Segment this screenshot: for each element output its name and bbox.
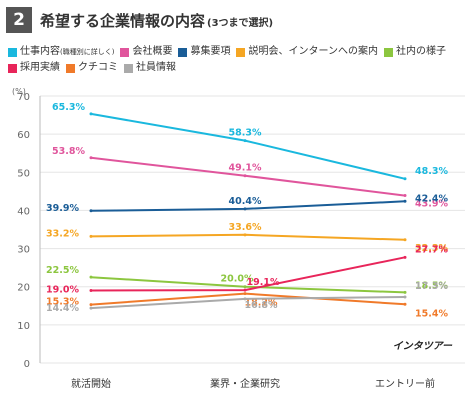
legend-swatch — [124, 63, 133, 73]
legend-label: 会社概要 — [132, 46, 173, 57]
legend-swatch — [8, 47, 17, 57]
legend-label: クチコミ — [78, 62, 118, 73]
legend-item-shigoto: 仕事内容 (職種別に詳しく) — [8, 44, 114, 60]
data-label: 16.8% — [245, 300, 278, 311]
data-label: 42.4% — [415, 193, 448, 204]
data-point — [403, 194, 407, 198]
data-point — [89, 234, 93, 238]
data-point — [243, 139, 247, 143]
data-point — [403, 199, 407, 203]
data-point — [243, 288, 247, 292]
legend-note: (職種別に詳しく) — [60, 48, 115, 56]
y-axis-unit: (%) — [12, 87, 26, 96]
data-point — [89, 209, 93, 213]
legend-swatch — [236, 47, 246, 57]
chart-legend: 仕事内容 (職種別に詳しく) 会社概要 募集要項 説明会、インターンへの案内 社内… — [8, 44, 468, 76]
x-tick-label: 業界・企業研究 — [210, 377, 280, 390]
legend-label: 採用実績 — [20, 62, 60, 73]
data-point — [243, 292, 247, 296]
legend-row-1: 仕事内容 (職種別に詳しく) 会社概要 募集要項 説明会、インターンへの案内 社内… — [8, 44, 468, 60]
y-tick-label: 10 — [17, 321, 30, 332]
data-label: 49.1% — [229, 163, 262, 174]
data-label: 19.0% — [46, 285, 79, 296]
legend-item-boshu: 募集要項 — [178, 44, 230, 60]
chart-subtitle: (3つまで選択) — [207, 17, 274, 29]
data-point — [403, 177, 407, 181]
y-tick-label: 60 — [17, 130, 30, 141]
legend-label: 社員情報 — [136, 62, 176, 73]
data-point — [243, 233, 247, 237]
legend-label: 社内の様子 — [395, 46, 446, 57]
data-point — [89, 275, 93, 279]
legend-item-kuchikomi: クチコミ — [66, 60, 118, 76]
legend-swatch — [66, 63, 75, 73]
x-tick-label: 就活開始 — [71, 377, 111, 390]
legend-item-kaisha: 会社概要 — [120, 44, 172, 60]
chart-header: 2 希望する企業情報の内容 (3つまで選択) — [6, 6, 273, 34]
y-tick-label: 0 — [24, 359, 30, 370]
data-label: 15.3% — [46, 297, 79, 308]
series-line — [90, 233, 406, 241]
legend-item-saiyo: 採用実績 — [8, 60, 60, 76]
data-label: 14.4% — [46, 303, 79, 314]
data-point — [89, 156, 93, 160]
data-point — [89, 303, 93, 307]
x-tick-label: エントリー前 — [375, 377, 435, 390]
legend-item-shanai: 社内の様子 — [383, 44, 446, 60]
data-label: 22.5% — [46, 265, 79, 276]
data-point — [89, 306, 93, 310]
data-label: 27.7% — [415, 244, 448, 255]
data-point — [89, 112, 93, 116]
legend-swatch — [120, 47, 130, 57]
y-tick-label: 30 — [17, 245, 30, 256]
data-label: 43.9% — [415, 199, 448, 210]
legend-item-setsumeikai: 説明会、インターンへの案内 — [236, 44, 378, 60]
data-point — [243, 174, 247, 178]
data-label: 33.6% — [229, 222, 262, 233]
data-label: 17.3% — [415, 281, 448, 292]
data-label: 18.2% — [245, 298, 278, 309]
y-tick-label: 70 — [17, 92, 30, 103]
data-point — [89, 289, 93, 293]
legend-label: 仕事内容 — [20, 46, 60, 57]
data-point — [403, 290, 407, 294]
legend-label: 説明会、インターンへの案内 — [248, 46, 378, 57]
y-tick-label: 50 — [17, 168, 30, 179]
data-label: 15.4% — [415, 308, 448, 319]
chart-title: 希望する企業情報の内容 (3つまで選択) — [40, 10, 273, 31]
y-tick-label: 20 — [17, 283, 30, 294]
y-tick-label: 40 — [17, 206, 30, 217]
data-point — [403, 255, 407, 259]
data-label: 18.5% — [415, 280, 448, 291]
legend-row-2: 採用実績 クチコミ 社員情報 — [8, 60, 468, 76]
data-label: 39.9% — [46, 203, 79, 214]
data-point — [243, 297, 247, 301]
data-label: 20.0% — [221, 274, 254, 285]
data-label: 48.3% — [415, 166, 448, 177]
data-point — [403, 238, 407, 242]
data-label: 33.2% — [46, 228, 79, 239]
legend-item-shain: 社員情報 — [124, 60, 176, 76]
brand-logo-text: インタツアー — [393, 340, 453, 352]
data-point — [403, 302, 407, 306]
data-point — [403, 295, 407, 299]
data-label: 32.3% — [415, 243, 448, 254]
data-point — [243, 207, 247, 211]
data-point — [243, 285, 247, 289]
data-label: 40.4% — [229, 196, 262, 207]
legend-swatch — [8, 63, 17, 73]
legend-swatch — [178, 47, 188, 57]
data-label: 65.3% — [52, 102, 85, 113]
section-number-badge: 2 — [6, 7, 32, 33]
data-label: 19.1% — [247, 277, 280, 288]
data-label: 53.8% — [52, 146, 85, 157]
data-label: 58.3% — [229, 128, 262, 139]
legend-label: 募集要項 — [190, 46, 231, 57]
chart-title-text: 希望する企業情報の内容 — [40, 11, 206, 30]
legend-swatch — [383, 47, 393, 57]
